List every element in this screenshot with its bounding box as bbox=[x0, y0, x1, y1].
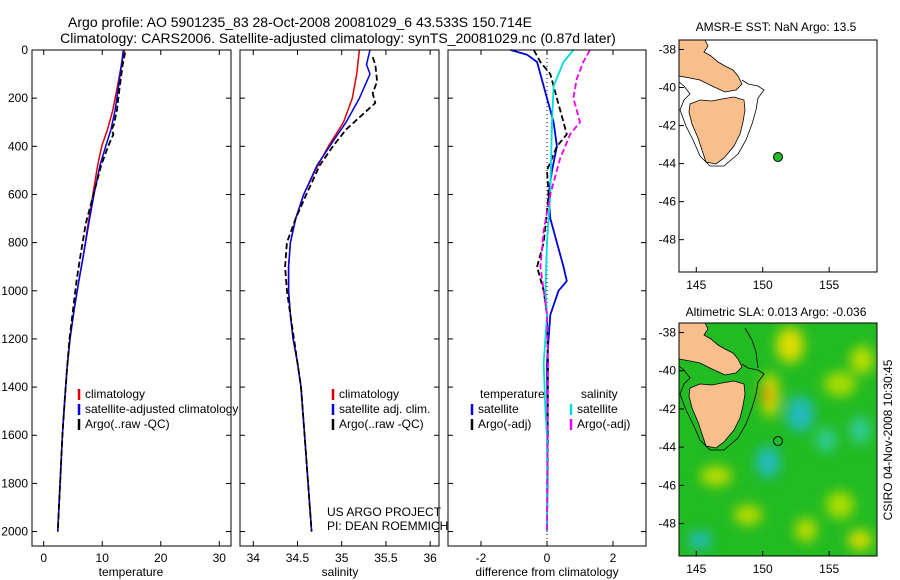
sla-map-tasmania bbox=[688, 380, 746, 449]
project-note-line-2: PI: DEAN ROEMMICH bbox=[327, 519, 448, 533]
difference-legend-heading: temperature bbox=[480, 387, 545, 401]
temperature-series-argo-raw-qc- bbox=[56, 52, 126, 532]
sla-map-field bbox=[679, 323, 877, 556]
sla_map-y-tick-label: -40 bbox=[659, 364, 677, 378]
salinity-legend-label: satellite adj. clim. bbox=[339, 402, 430, 416]
sst-map-shelf-contour bbox=[678, 79, 765, 167]
temperature-legend-label: satellite-adjusted climatology bbox=[85, 402, 238, 416]
difference-legend-label: satellite bbox=[478, 402, 519, 416]
sla-map-frame bbox=[678, 322, 878, 557]
difference-legend-label: satellite bbox=[577, 402, 618, 416]
sla_map-y-tick-label: -44 bbox=[659, 440, 677, 454]
difference-legend-label: Argo(-adj) bbox=[577, 417, 630, 431]
sla_map-y-tick-label: -42 bbox=[659, 402, 677, 416]
salinity-x-tick-label: 34 bbox=[247, 551, 261, 565]
temperature-series-satellite-adjusted-climatology bbox=[57, 49, 125, 532]
temperature-x-tick-label: 20 bbox=[154, 551, 168, 565]
sst-map-tasmania bbox=[688, 96, 746, 165]
salinity-x-axis-label: salinity bbox=[322, 565, 359, 579]
temperature-y-tick-label: 400 bbox=[8, 139, 28, 153]
sst_map-y-tick-label: -40 bbox=[659, 81, 677, 95]
temperature-y-tick-label: 1200 bbox=[1, 332, 28, 346]
temperature-x-tick-label: 10 bbox=[96, 551, 110, 565]
temperature-x-axis-label: temperature bbox=[99, 565, 164, 579]
salinity-x-tick-label: 36 bbox=[423, 551, 437, 565]
temperature-legend-label: climatology bbox=[85, 387, 145, 401]
sst-map-frame bbox=[678, 39, 878, 273]
temperature-y-tick-label: 1400 bbox=[1, 380, 28, 394]
difference-series-temperature-argo-adj- bbox=[533, 49, 568, 532]
sst_map-y-tick-label: -38 bbox=[659, 43, 677, 57]
salinity-series-argo-raw-qc- bbox=[284, 56, 378, 532]
figure-title-line-1: Argo profile: AO 5901235_83 28-Oct-2008 … bbox=[68, 14, 532, 30]
temperature-x-tick-label: 30 bbox=[213, 551, 227, 565]
difference-legend-heading: salinity bbox=[581, 387, 618, 401]
salinity-profile-panel: 34 34.5 35 35.5 36 salinity climatologysatel… bbox=[239, 49, 448, 579]
difference-x-tick-label: -2 bbox=[476, 551, 487, 565]
sla_map-x-tick-label: 155 bbox=[819, 562, 839, 576]
sla-map-panel: Altimetric SLA: 0.013 Argo: -0.036 bbox=[659, 305, 878, 576]
temperature-series-climatology bbox=[57, 49, 126, 532]
sst_map-y-tick-label: -44 bbox=[659, 157, 677, 171]
salinity-x-tick-label: 34.5 bbox=[286, 551, 310, 565]
temperature-plot-frame bbox=[31, 49, 232, 547]
sla-map-float-marker bbox=[773, 436, 783, 446]
temperature-x-tick-label: 0 bbox=[40, 551, 47, 565]
sst-map-panel: AMSR-E SST: NaN Argo: 13.5 145 150 155 -38 -… bbox=[659, 20, 878, 292]
sla_map-y-tick-label: -48 bbox=[659, 517, 677, 531]
salinity-legend-label: climatology bbox=[339, 387, 399, 401]
difference-legend-label: Argo(-adj) bbox=[478, 417, 531, 431]
sst_map-y-tick-label: -48 bbox=[659, 233, 677, 247]
sla-map-title: Altimetric SLA: 0.013 Argo: -0.036 bbox=[686, 305, 867, 319]
temperature-y-tick-label: 1000 bbox=[1, 284, 28, 298]
sla_map-y-tick-label: -38 bbox=[659, 326, 677, 340]
sla_map-y-tick-label: -46 bbox=[659, 478, 677, 492]
sst-map-mainland-coast bbox=[678, 39, 743, 93]
temperature-y-tick-label: 800 bbox=[8, 236, 28, 250]
salinity-x-tick-label: 35 bbox=[335, 551, 349, 565]
figure-title-line-2: Climatology: CARS2006. Satellite-adjuste… bbox=[60, 30, 616, 46]
sst_map-x-tick-label: 150 bbox=[753, 278, 773, 292]
project-note-line-1: US ARGO PROJECT bbox=[327, 505, 442, 519]
sla-map-mainland-coast bbox=[679, 323, 743, 376]
csiro-timestamp-label: CSIRO 04-Nov-2008 10:30:45 bbox=[881, 359, 895, 520]
sla_map-x-tick-label: 150 bbox=[753, 562, 773, 576]
temperature-profile-panel: 0 10 20 30 0 200 400 600 800 1000 1200 1400 1600 1800… bbox=[1, 43, 238, 579]
difference-profile-panel: -2 0 2 difference from climatology tempera… bbox=[447, 49, 647, 579]
sst_map-x-tick-label: 155 bbox=[819, 278, 839, 292]
difference-series-salinity-satellite bbox=[542, 49, 575, 532]
sst_map-x-tick-label: 145 bbox=[686, 278, 706, 292]
salinity-x-tick-label: 35.5 bbox=[374, 551, 398, 565]
difference-x-tick-label: 0 bbox=[544, 551, 551, 565]
sst_map-y-tick-label: -42 bbox=[659, 119, 677, 133]
sla-map-deep-contour bbox=[744, 327, 759, 369]
difference-series-temperature-satellite bbox=[510, 49, 568, 532]
difference-series-salinity-argo-adj- bbox=[539, 49, 591, 532]
temperature-y-tick-label: 1600 bbox=[1, 428, 28, 442]
salinity-series-climatology bbox=[287, 49, 361, 532]
difference-x-axis-label: difference from climatology bbox=[475, 565, 618, 579]
salinity-legend-label: Argo(..raw -QC) bbox=[339, 417, 424, 431]
salinity-series-satellite-adj-clim- bbox=[287, 49, 371, 532]
temperature-y-tick-label: 600 bbox=[8, 187, 28, 201]
sla-map-shelf-contour bbox=[679, 363, 765, 451]
sst-map-title: AMSR-E SST: NaN Argo: 13.5 bbox=[696, 20, 857, 34]
sst_map-y-tick-label: -46 bbox=[659, 195, 677, 209]
sla_map-x-tick-label: 145 bbox=[686, 562, 706, 576]
temperature-y-tick-label: 2000 bbox=[1, 525, 28, 539]
temperature-y-tick-label: 200 bbox=[8, 91, 28, 105]
difference-legend: temperaturesatelliteArgo(-adj)salinitysa… bbox=[470, 387, 630, 431]
temperature-legend-label: Argo(..raw -QC) bbox=[85, 417, 170, 431]
difference-x-tick-label: 2 bbox=[610, 551, 617, 565]
temperature-y-tick-label: 1800 bbox=[1, 476, 28, 490]
temperature-y-tick-label: 0 bbox=[21, 43, 28, 57]
sst-map-float-marker bbox=[773, 152, 783, 162]
salinity-plot-frame bbox=[239, 49, 440, 547]
